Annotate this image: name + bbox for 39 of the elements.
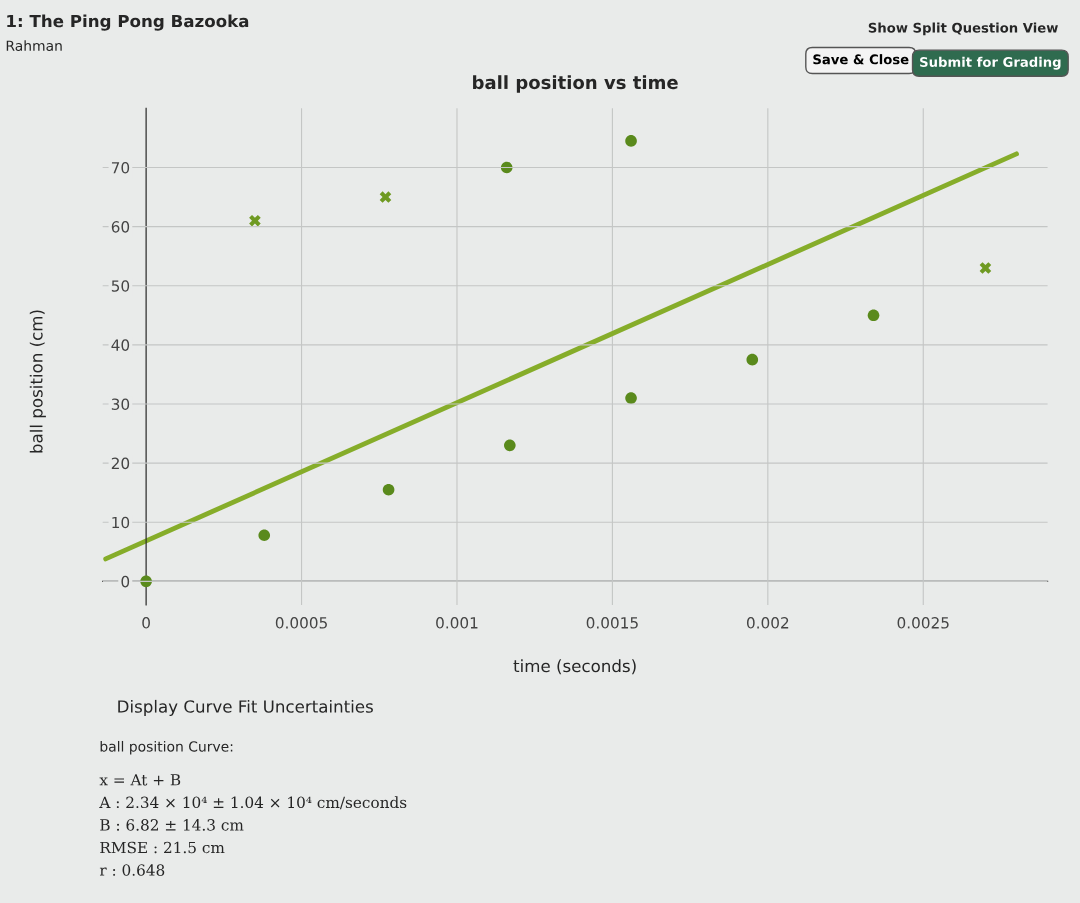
y-tick-label: 70 bbox=[111, 161, 130, 174]
x-tick-label: 0.002 bbox=[746, 617, 789, 629]
text: Display Curve Fit Uncertainties bbox=[118, 699, 373, 717]
y-tick-label: 40 bbox=[111, 339, 130, 351]
y-tick-label: 60 bbox=[111, 221, 130, 233]
point bbox=[382, 483, 395, 496]
y-axis-title: ball position (cm) bbox=[29, 310, 46, 453]
y-tick-label: 20 bbox=[111, 457, 130, 470]
y-tick-label: 50 bbox=[111, 280, 130, 292]
x-tick-label: 0.0015 bbox=[586, 617, 638, 629]
point bbox=[979, 262, 992, 274]
text: B : 6.82 ± 14.3 cm bbox=[100, 819, 244, 831]
point bbox=[746, 353, 759, 366]
text: Save & Close bbox=[813, 54, 909, 65]
x-tick-label: 0.001 bbox=[436, 617, 478, 629]
point bbox=[504, 439, 516, 452]
text: A : 2.34 × 10⁴ ± 1.04 × 10⁴ cm/seconds bbox=[99, 796, 407, 810]
y-tick-label: 30 bbox=[111, 398, 130, 411]
text: ball position Curve: bbox=[100, 740, 233, 755]
text: Rahman bbox=[6, 40, 62, 51]
chart-title: ball position vs time bbox=[473, 75, 678, 93]
y-tick-label: 10 bbox=[112, 516, 130, 529]
text: r : 0.648 bbox=[99, 864, 165, 876]
x-tick-label: 0.0025 bbox=[897, 617, 949, 629]
x-tick-label: 0.0005 bbox=[275, 617, 327, 629]
point bbox=[258, 529, 271, 542]
point bbox=[625, 392, 637, 404]
text: Show Split Question View bbox=[868, 22, 1058, 36]
point bbox=[867, 309, 880, 322]
text: x = At + B bbox=[99, 774, 181, 786]
point bbox=[625, 135, 637, 147]
x-axis-title: time (seconds) bbox=[513, 659, 636, 675]
text: 1: The Ping Pong Bazooka bbox=[7, 14, 249, 31]
x-tick-label: 0 bbox=[142, 617, 150, 629]
text: RMSE : 21.5 cm bbox=[100, 841, 225, 854]
y-tick-label: 0 bbox=[121, 575, 130, 588]
point bbox=[249, 214, 261, 227]
text: Submit for Grading bbox=[920, 56, 1061, 70]
point bbox=[379, 191, 392, 203]
